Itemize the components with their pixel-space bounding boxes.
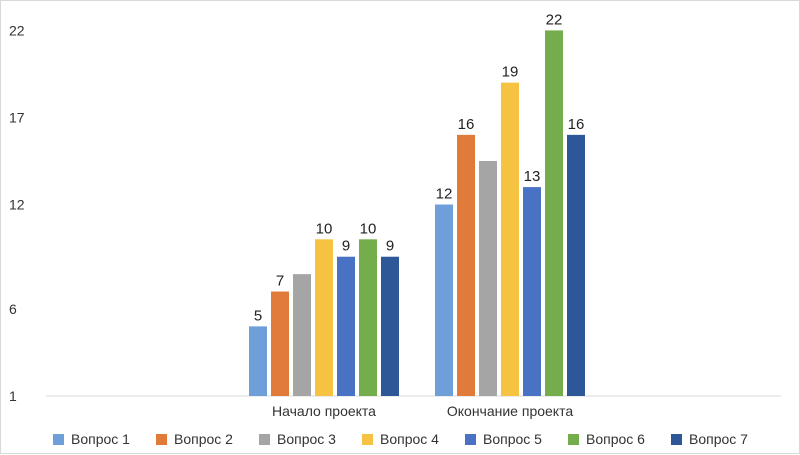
bar-4-2 — [501, 82, 519, 397]
legend-label: Вопрос 2 — [174, 431, 233, 447]
legend-swatch — [671, 434, 682, 445]
bar-1-1 — [249, 326, 267, 396]
data-label: 10 — [360, 220, 377, 237]
data-label: 9 — [342, 238, 350, 255]
data-label: 22 — [546, 11, 563, 28]
legend-label: Вопрос 3 — [277, 431, 336, 447]
bar-3-1 — [293, 274, 311, 396]
legend-swatch — [53, 434, 64, 445]
category-label: Окончание проекта — [447, 403, 573, 419]
data-label: 13 — [524, 168, 541, 185]
y-tick-label: 17 — [9, 109, 25, 125]
legend-label: Вопрос 1 — [71, 431, 130, 447]
data-label: 19 — [502, 64, 519, 81]
legend-swatch — [362, 434, 373, 445]
data-label: 9 — [386, 238, 394, 255]
data-label: 10 — [316, 220, 333, 237]
bar-2-1 — [271, 291, 289, 396]
bar-6-1 — [359, 239, 377, 396]
y-tick-label: 1 — [9, 388, 17, 404]
data-label: 12 — [436, 186, 453, 203]
bar-5-1 — [337, 256, 355, 396]
data-label: 5 — [254, 307, 262, 324]
y-tick-label: 6 — [9, 301, 17, 317]
category-label: Начало проекта — [272, 403, 376, 419]
legend-swatch — [465, 434, 476, 445]
bar-2-2 — [457, 134, 475, 396]
legend-label: Вопрос 6 — [586, 431, 645, 447]
legend-swatch — [259, 434, 270, 445]
bar-7-2 — [567, 134, 585, 396]
legend-swatch — [568, 434, 579, 445]
legend-label: Вопрос 7 — [689, 431, 748, 447]
bar-7-1 — [381, 256, 399, 396]
bar-3-2 — [479, 160, 497, 396]
legend-label: Вопрос 5 — [483, 431, 542, 447]
bar-5-2 — [523, 187, 541, 396]
y-tick-label: 12 — [9, 197, 25, 213]
data-label: 16 — [458, 116, 475, 133]
legend-label: Вопрос 4 — [380, 431, 439, 447]
legend-swatch — [156, 434, 167, 445]
bar-6-2 — [545, 30, 563, 397]
y-tick-label: 22 — [9, 22, 25, 38]
data-label: 7 — [276, 273, 284, 290]
bar-1-2 — [435, 204, 453, 396]
bar-4-1 — [315, 239, 333, 396]
data-label: 16 — [568, 116, 585, 133]
